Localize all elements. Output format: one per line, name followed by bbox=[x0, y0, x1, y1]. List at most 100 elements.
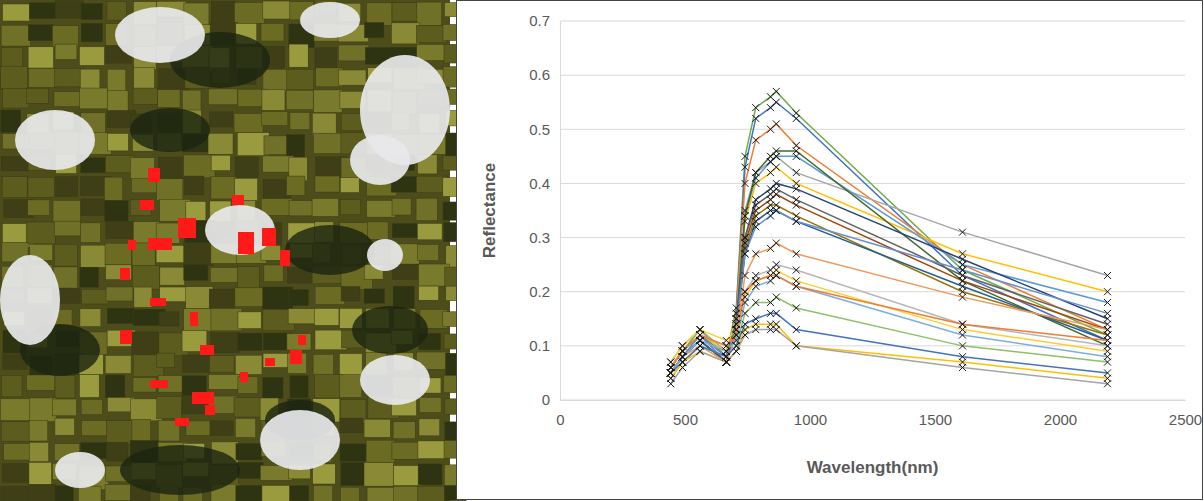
field bbox=[290, 376, 308, 398]
marker bbox=[723, 342, 730, 349]
field bbox=[104, 177, 122, 200]
field bbox=[106, 265, 132, 280]
tick: 0 bbox=[542, 391, 560, 408]
field bbox=[80, 375, 100, 398]
field bbox=[80, 267, 99, 287]
tick: 0.1 bbox=[529, 337, 560, 354]
field bbox=[364, 463, 394, 487]
marker bbox=[723, 359, 730, 366]
field bbox=[261, 199, 292, 216]
field bbox=[107, 1, 127, 20]
marker bbox=[773, 272, 780, 279]
field bbox=[2, 375, 22, 396]
cloud bbox=[205, 205, 275, 255]
field bbox=[54, 244, 77, 266]
marker bbox=[767, 272, 774, 279]
marker bbox=[742, 212, 749, 219]
field bbox=[81, 199, 104, 216]
tick: 0.7 bbox=[529, 12, 560, 29]
marker bbox=[773, 88, 780, 95]
field bbox=[393, 486, 421, 501]
marker bbox=[752, 169, 759, 176]
field bbox=[55, 44, 77, 59]
field bbox=[108, 133, 129, 150]
field bbox=[261, 111, 287, 125]
field bbox=[211, 308, 242, 331]
field bbox=[2, 177, 27, 198]
series-line bbox=[671, 91, 1108, 367]
marker bbox=[793, 218, 800, 225]
field bbox=[289, 486, 308, 501]
x-axis-title: Wavelength(nm) bbox=[807, 458, 939, 477]
field bbox=[208, 89, 237, 105]
marker bbox=[959, 267, 966, 274]
tick-label: 0.4 bbox=[529, 175, 550, 192]
field bbox=[235, 157, 258, 178]
marker bbox=[742, 180, 749, 187]
sample-field bbox=[262, 228, 276, 246]
marker bbox=[742, 250, 749, 257]
field bbox=[107, 330, 135, 346]
marker bbox=[793, 169, 800, 176]
marker bbox=[793, 196, 800, 203]
field bbox=[208, 133, 233, 154]
tick-label: 0.7 bbox=[529, 12, 550, 29]
marker bbox=[793, 218, 800, 225]
field bbox=[234, 2, 264, 23]
field bbox=[315, 308, 339, 325]
field bbox=[132, 265, 159, 289]
sample-field bbox=[148, 168, 160, 182]
field bbox=[29, 68, 58, 87]
marker bbox=[1104, 326, 1111, 333]
field bbox=[1, 66, 28, 89]
field bbox=[392, 224, 418, 238]
field bbox=[132, 332, 159, 355]
marker bbox=[733, 348, 740, 355]
cloud bbox=[15, 110, 95, 170]
marker bbox=[752, 115, 759, 122]
tick-label: 2000 bbox=[1044, 411, 1077, 428]
sample-field bbox=[175, 418, 189, 426]
marker bbox=[697, 332, 704, 339]
field bbox=[80, 245, 105, 267]
series-markers bbox=[667, 99, 1111, 377]
field bbox=[55, 486, 73, 501]
marker bbox=[697, 332, 704, 339]
field bbox=[80, 88, 108, 109]
series-line bbox=[671, 270, 1108, 362]
field bbox=[391, 23, 419, 44]
series-markers bbox=[667, 207, 1111, 371]
field bbox=[287, 334, 311, 350]
cloud-shadow bbox=[352, 306, 428, 354]
grid bbox=[560, 21, 1185, 400]
field bbox=[211, 1, 235, 24]
field bbox=[367, 222, 388, 240]
marker bbox=[793, 267, 800, 274]
tick-label: 0.1 bbox=[529, 337, 550, 354]
field bbox=[340, 375, 362, 398]
field bbox=[105, 156, 134, 173]
field bbox=[419, 286, 439, 300]
sample-field bbox=[240, 372, 248, 382]
marker bbox=[697, 332, 704, 339]
marker bbox=[697, 332, 704, 339]
field bbox=[417, 223, 442, 239]
marker bbox=[742, 310, 749, 317]
series-line bbox=[671, 211, 1108, 373]
marker bbox=[793, 185, 800, 192]
marker bbox=[793, 326, 800, 333]
field bbox=[364, 289, 384, 303]
marker bbox=[679, 348, 686, 355]
marker bbox=[1104, 380, 1111, 387]
field bbox=[28, 47, 53, 68]
marker bbox=[723, 359, 730, 366]
tick-label: 0.5 bbox=[529, 121, 550, 138]
marker bbox=[773, 207, 780, 214]
marker bbox=[1104, 272, 1111, 279]
marker bbox=[679, 348, 686, 355]
cloud bbox=[260, 410, 340, 470]
field bbox=[209, 375, 240, 390]
field bbox=[366, 440, 395, 462]
axis-line bbox=[561, 400, 1186, 401]
series-line bbox=[671, 330, 1108, 384]
